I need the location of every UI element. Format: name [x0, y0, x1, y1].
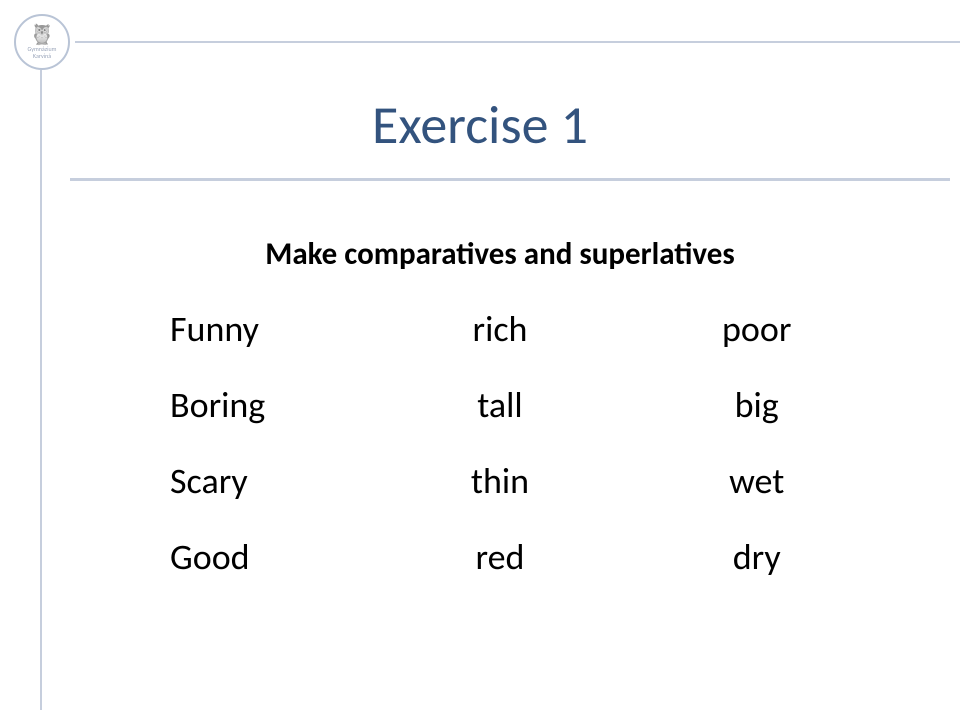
instruction-text: Make comparatives and superlatives — [130, 235, 870, 273]
word-cell: Scary — [130, 459, 377, 503]
word-cell: big — [623, 383, 870, 427]
word-cell: rich — [377, 307, 624, 351]
word-cell: red — [377, 535, 624, 579]
title-underline — [70, 178, 950, 181]
page-title: Exercise 1 — [0, 92, 960, 158]
word-grid: Funny rich poor Boring tall big Scary th… — [130, 307, 870, 579]
content-area: Make comparatives and superlatives Funny… — [130, 235, 870, 579]
top-divider — [75, 41, 960, 43]
word-cell: tall — [377, 383, 624, 427]
word-cell: poor — [623, 307, 870, 351]
word-cell: thin — [377, 459, 624, 503]
word-cell: dry — [623, 535, 870, 579]
logo-text-line2: Karviná — [33, 53, 51, 59]
word-cell: Funny — [130, 307, 377, 351]
owl-icon: 🦉 — [30, 25, 55, 45]
word-cell: Good — [130, 535, 377, 579]
word-cell: wet — [623, 459, 870, 503]
left-divider — [40, 70, 42, 710]
logo-badge: 🦉 Gymnázium Karviná — [14, 14, 70, 70]
word-cell: Boring — [130, 383, 377, 427]
